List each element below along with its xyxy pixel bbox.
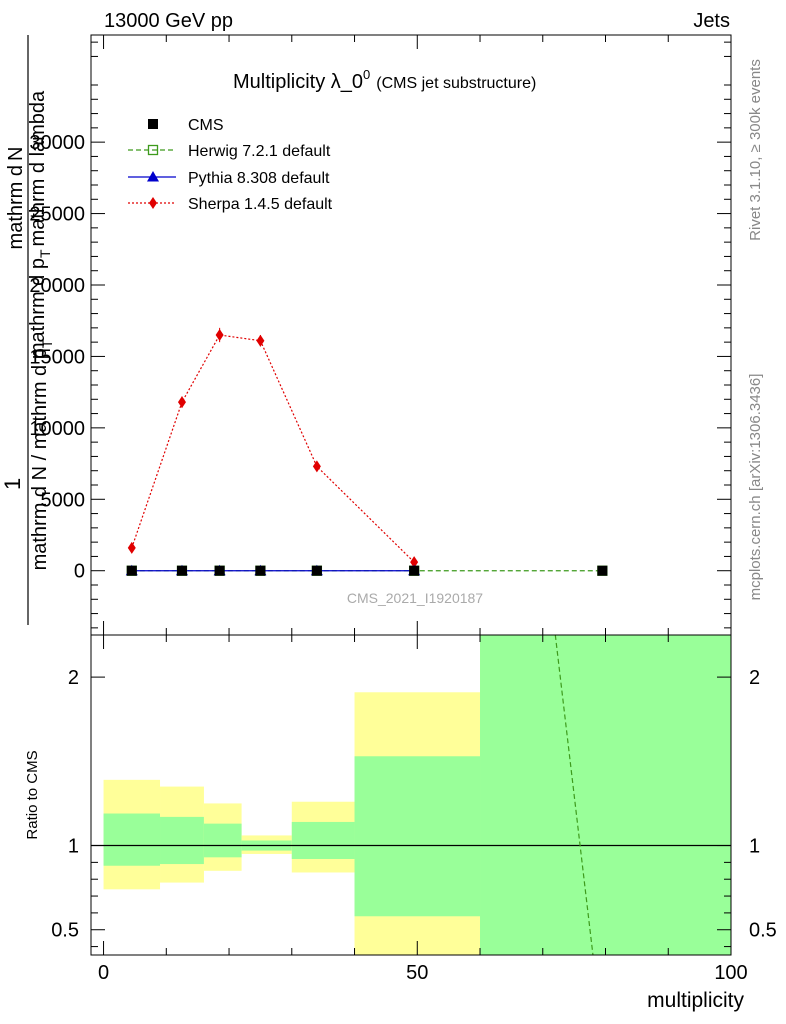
legend-label: Herwig 7.2.1 default: [188, 143, 331, 160]
series-line: [131, 334, 415, 563]
series-pythia: [125, 564, 421, 576]
ratio-ytick-label-right: 1: [749, 836, 760, 858]
watermark: CMS_2021_I1920187: [347, 590, 483, 606]
main-panel: CMS_2021_I1920187 0 5000 10000 15000 20000 25…: [29, 34, 732, 636]
legend-entry: CMS: [148, 117, 224, 134]
data-point: [214, 565, 225, 576]
data-point: [255, 565, 266, 576]
legend-entry: Herwig 7.2.1 default: [128, 143, 331, 160]
main-ytick-label: 20000: [29, 275, 85, 297]
legend-label: Pythia 8.308 default: [188, 170, 330, 187]
legend-marker: [147, 171, 159, 182]
ylabel-one: 1: [0, 478, 25, 490]
legend-marker: [149, 197, 157, 209]
mcplots-label: mcplots.cern.ch [arXiv:1306.3436]: [747, 374, 764, 601]
band-green: [480, 635, 731, 955]
main-tick-labels: 0 5000 10000 15000 20000 25000 30000: [29, 132, 85, 583]
data-point: [410, 556, 419, 569]
main-ytick-label: 25000: [29, 204, 85, 226]
data-point: [176, 565, 187, 576]
ratio-bands: [103, 635, 731, 955]
legend-entry: Sherpa 1.4.5 default: [128, 196, 333, 213]
data-point: [312, 460, 321, 473]
main-ylabel: 1 mathrm d N mathrm d pTmathrm d lambda m…: [0, 35, 55, 625]
data-point: [215, 329, 224, 341]
band-green: [160, 816, 204, 865]
legend-label: CMS: [188, 117, 224, 134]
data-point: [409, 565, 420, 576]
band-green: [203, 823, 242, 858]
series-sherpa: [127, 327, 419, 569]
legend-label: Sherpa 1.4.5 default: [188, 196, 333, 213]
band-green: [103, 813, 161, 866]
main-ytick-label: 30000: [29, 132, 85, 154]
legend-marker: [148, 119, 158, 129]
ratio-line-herwig: [554, 634, 594, 956]
ratio-tick-labels: 0.5 0.5 1 1 2 2 0 50 100: [51, 667, 777, 984]
main-series: [125, 327, 608, 576]
data-point: [311, 565, 322, 576]
plot-title-sup: 0: [363, 67, 370, 82]
main-frame: [90, 34, 732, 636]
ratio-frame: [90, 634, 732, 956]
ratio-ytick-label: 0.5: [51, 920, 79, 942]
ylabel-numerator-right: mathrm d pTmathrm d lambda: [27, 90, 53, 359]
plot-title: Multiplicity λ_00 (CMS jet substructure): [233, 67, 536, 93]
rivet-label: Rivet 3.1.10, ≥ 300k events: [747, 59, 764, 241]
ylabel-num-d: mathrm d: [5, 165, 27, 249]
data-point: [126, 565, 137, 576]
legend-marker: [147, 144, 159, 156]
series-cms: [126, 565, 608, 576]
ratio-panel: 0.5 0.5 1 1 2 2 0 50 100 Ratio to CMS multiplici…: [24, 634, 777, 1012]
ylabel-num-dpt: mathrm d p: [27, 258, 49, 359]
legend-entry: Pythia 8.308 default: [128, 170, 330, 187]
data-point: [177, 396, 186, 409]
header-right: Jets: [693, 10, 730, 32]
ratio-series: [554, 634, 594, 956]
ylabel-den-t: T: [39, 339, 55, 348]
xtick-label: 50: [406, 962, 428, 984]
plot-title-main: Multiplicity λ_0: [233, 71, 363, 93]
ylabel-den-main: mathrm d N / mathrm d p: [29, 348, 51, 570]
plot-title-sub: (CMS jet substructure): [376, 75, 536, 92]
ylabel-numerator-left: mathrm d N: [5, 147, 27, 250]
main-ytick-label: 15000: [29, 346, 85, 368]
ratio-ticks: [91, 635, 732, 955]
ratio-ytick-label: 1: [68, 836, 79, 858]
ylabel-denominator: mathrm d N / mathrm d pT: [29, 339, 55, 570]
xtick-label: 0: [98, 962, 109, 984]
band-green: [354, 756, 481, 917]
main-ticks: [91, 35, 732, 635]
ylabel-num-t: T: [37, 249, 53, 258]
ylabel-num-lambda: mathrm d lambda: [27, 90, 49, 246]
data-point: [256, 334, 265, 347]
main-ytick-label: 10000: [29, 418, 85, 440]
ratio-ytick-label-right: 2: [749, 667, 760, 689]
ratio-ylabel: Ratio to CMS: [24, 750, 41, 839]
data-point: [127, 541, 136, 554]
ratio-ytick-label: 2: [68, 667, 79, 689]
main-ytick-label: 5000: [41, 489, 86, 511]
band-green: [291, 821, 355, 859]
data-point: [597, 565, 608, 576]
xtick-label: 100: [714, 962, 747, 984]
header-left: 13000 GeV pp: [104, 10, 233, 32]
ylabel-num-n: N: [5, 147, 27, 161]
ratio-ytick-label-right: 0.5: [749, 920, 777, 942]
legend: CMS Herwig 7.2.1 default Pythia 8.308 defa…: [128, 117, 333, 213]
main-ytick-label: 0: [74, 561, 85, 583]
xlabel: multiplicity: [647, 989, 744, 1012]
